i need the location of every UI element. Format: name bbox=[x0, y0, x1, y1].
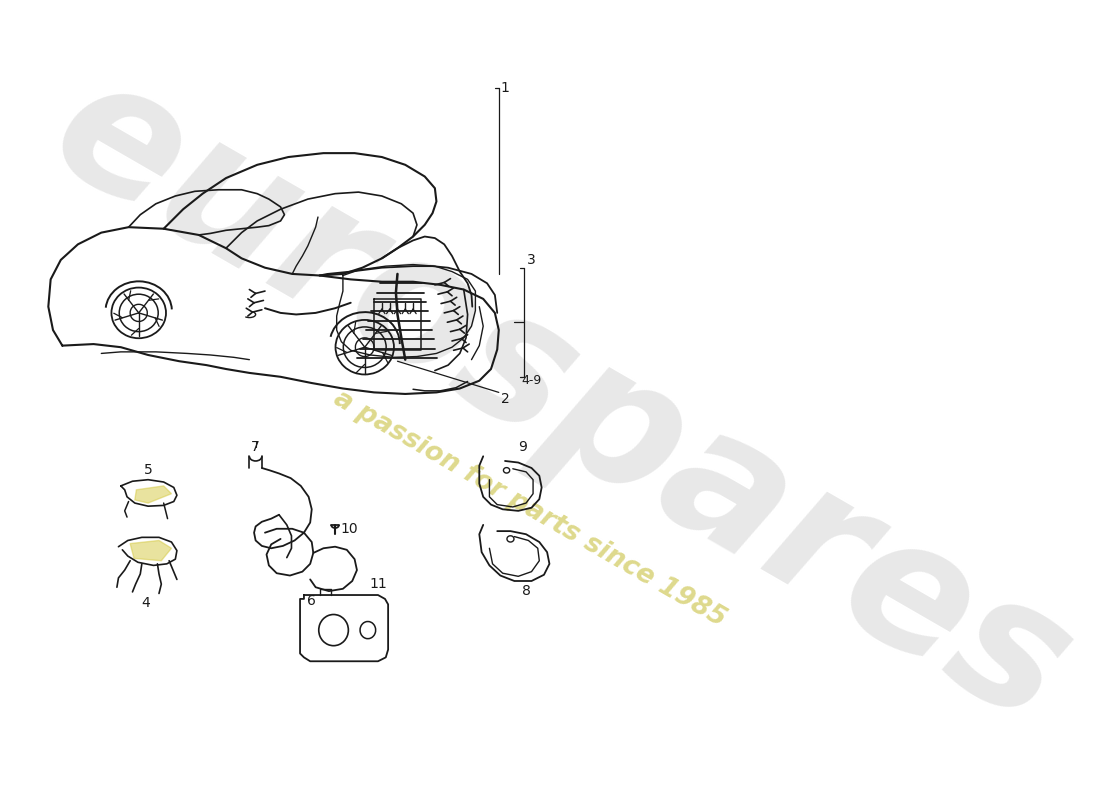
Text: 9: 9 bbox=[518, 440, 527, 454]
Text: 2: 2 bbox=[500, 392, 509, 406]
Text: 1: 1 bbox=[500, 82, 509, 95]
Text: 5: 5 bbox=[144, 463, 153, 478]
Polygon shape bbox=[135, 486, 172, 503]
Text: 11: 11 bbox=[370, 577, 387, 591]
Text: 4-9: 4-9 bbox=[521, 374, 541, 387]
Polygon shape bbox=[130, 541, 172, 561]
Text: 3: 3 bbox=[527, 253, 536, 267]
Text: 6: 6 bbox=[307, 594, 316, 608]
Text: 8: 8 bbox=[521, 584, 530, 598]
Text: 7: 7 bbox=[251, 440, 260, 454]
Text: eurospares: eurospares bbox=[23, 38, 1099, 762]
Text: a passion for parts since 1985: a passion for parts since 1985 bbox=[329, 386, 730, 633]
Text: 10: 10 bbox=[340, 522, 358, 536]
Text: 4: 4 bbox=[142, 596, 150, 610]
